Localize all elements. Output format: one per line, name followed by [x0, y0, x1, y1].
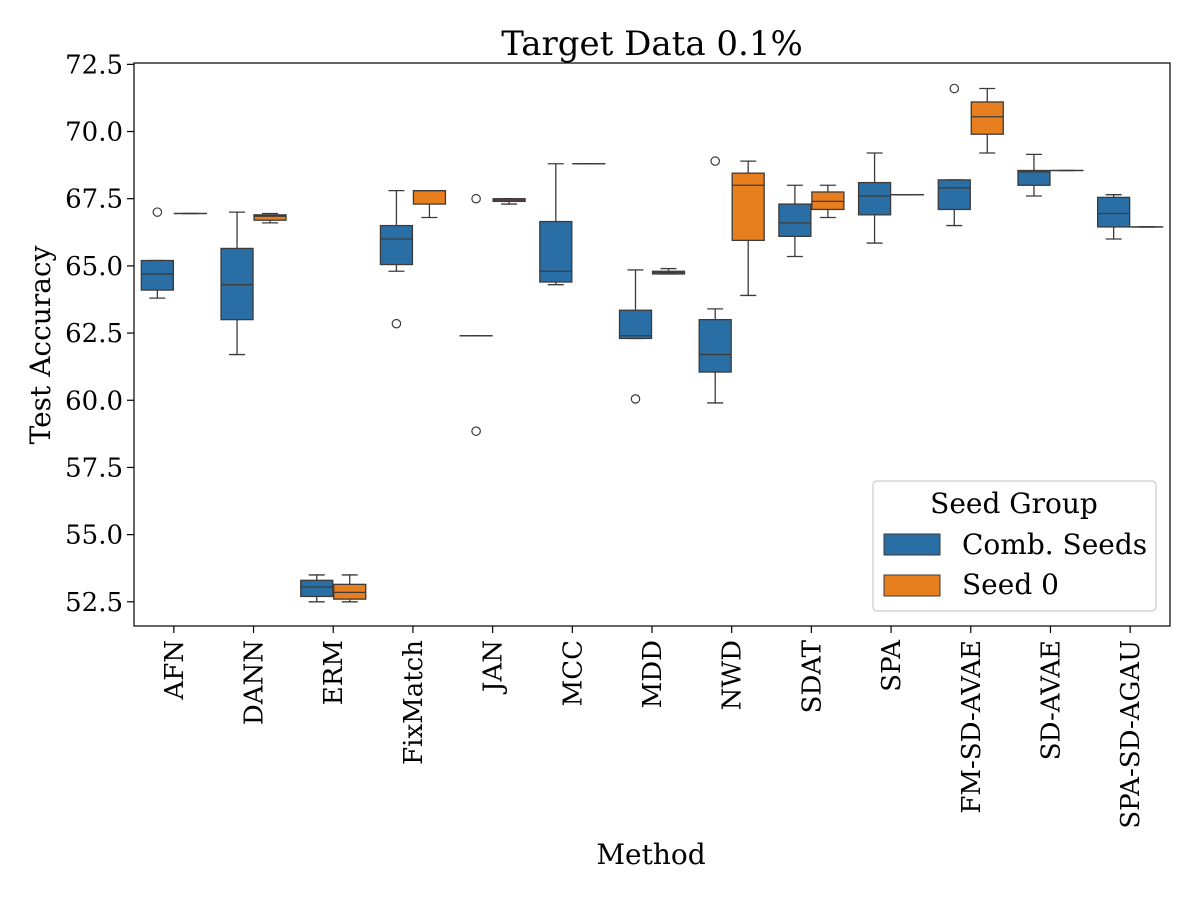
legend-swatch-seed-0 [883, 574, 941, 597]
x-tick-label-spa: SPA [877, 639, 907, 692]
legend: Seed Group Comb. Seeds Seed 0 [872, 480, 1157, 612]
legend-label-comb-seeds: Comb. Seeds [962, 528, 1147, 561]
legend-frame [872, 480, 1157, 612]
x-tick-label-jan: JAN [479, 640, 509, 695]
box-comb-seeds-nwd [698, 156, 732, 404]
box-iqr [731, 172, 765, 242]
x-tick-label-afn: AFN [160, 640, 190, 701]
box-iqr [1097, 196, 1131, 228]
x-tick-label-erm: ERM [319, 640, 349, 705]
box-comb-seeds-afn [140, 207, 174, 299]
y-axis-label: Test Accuracy [24, 245, 57, 444]
box-iqr [778, 203, 812, 237]
box-iqr [1017, 169, 1051, 186]
outlier-point [391, 318, 402, 329]
legend-label-seed-0: Seed 0 [962, 568, 1059, 601]
plot-frame [133, 62, 1171, 627]
box-seed-0-nwd [731, 160, 765, 297]
box-iqr [811, 191, 845, 211]
y-tick-label: 55.0 [65, 521, 123, 551]
y-tick-label: 52.5 [65, 588, 123, 618]
outlier-point [152, 207, 163, 217]
y-tick-label: 57.5 [65, 453, 123, 483]
box-iqr [140, 259, 174, 291]
box-iqr [539, 220, 573, 283]
x-tick-label-dann: DANN [240, 640, 270, 725]
box-comb-seeds-mdd [618, 269, 653, 404]
chart-title: Target Data 0.1% [501, 24, 803, 64]
x-tick-label-nwd: NWD [718, 640, 748, 710]
box-iqr [379, 224, 414, 266]
y-tick-label: 70.0 [65, 118, 123, 148]
y-tick-label: 72.5 [65, 50, 123, 80]
box-seed-0-sdat [811, 184, 845, 219]
x-tick-label-fm-sd-avae: FM-SD-AVAE [957, 640, 987, 814]
box-comb-seeds-fixmatch [379, 189, 414, 329]
y-axis: 52.5 55.0 57.5 60.0 62.5 65.0 67.5 70.0 72.5 [65, 50, 134, 618]
box-comb-seeds-spa-sd-agau [1097, 194, 1131, 240]
box-seed-0-fixmatch [412, 189, 447, 219]
x-tick-label-sd-avae: SD-AVAE [1036, 640, 1066, 760]
y-tick-label: 65.0 [65, 252, 123, 282]
box-series [140, 83, 1164, 603]
box-iqr [253, 214, 287, 221]
outlier-point [471, 426, 481, 436]
box-comb-seeds-fm-sd-avae [937, 83, 971, 227]
y-tick-label: 62.5 [65, 319, 123, 349]
x-tick-label-mdd: MDD [638, 640, 668, 708]
outlier-point [630, 394, 641, 404]
y-tick-label: 60.0 [65, 386, 123, 416]
box-comb-seeds-mcc [539, 163, 573, 286]
x-tick-label-mcc: MCC [558, 640, 588, 706]
x-axis: AFN DANN ERM FixMatch JAN MCC MDD NWD SDAT SPA FM-… [160, 626, 1146, 829]
box-iqr [412, 189, 447, 205]
box-seed-0-mdd [651, 267, 686, 275]
x-tick-label-fixmatch: FixMatch [399, 640, 429, 765]
box-iqr [857, 181, 892, 216]
box-comb-seeds-sdat [778, 184, 812, 258]
box-iqr [970, 101, 1004, 135]
box-comb-seeds-jan [459, 193, 493, 436]
box-comb-seeds-erm [300, 574, 334, 603]
box-comb-seeds-dann [220, 211, 254, 356]
box-iqr [618, 309, 653, 340]
outlier-point [710, 156, 720, 166]
box-comb-seeds-sd-avae [1017, 153, 1051, 197]
box-comb-seeds-spa [857, 152, 892, 244]
legend-title: Seed Group [930, 487, 1098, 520]
box-iqr [300, 579, 334, 598]
box-seed-0-erm [333, 574, 367, 603]
box-iqr [698, 318, 732, 373]
box-iqr [220, 247, 254, 321]
box-iqr [333, 583, 367, 600]
legend-swatch-comb-seeds [883, 533, 941, 556]
x-tick-label-sdat: SDAT [797, 639, 827, 713]
outlier-point [471, 193, 481, 204]
box-seed-0-fm-sd-avae [970, 87, 1004, 154]
x-axis-label: Method [596, 838, 705, 871]
outlier-point [949, 83, 960, 94]
box-seed-0-dann [253, 212, 287, 224]
box-seed-0-jan [492, 198, 526, 205]
x-tick-label-spa-sd-agau: SPA-SD-AGAU [1116, 640, 1146, 829]
y-tick-label: 67.5 [65, 185, 123, 215]
box-iqr [937, 179, 971, 211]
